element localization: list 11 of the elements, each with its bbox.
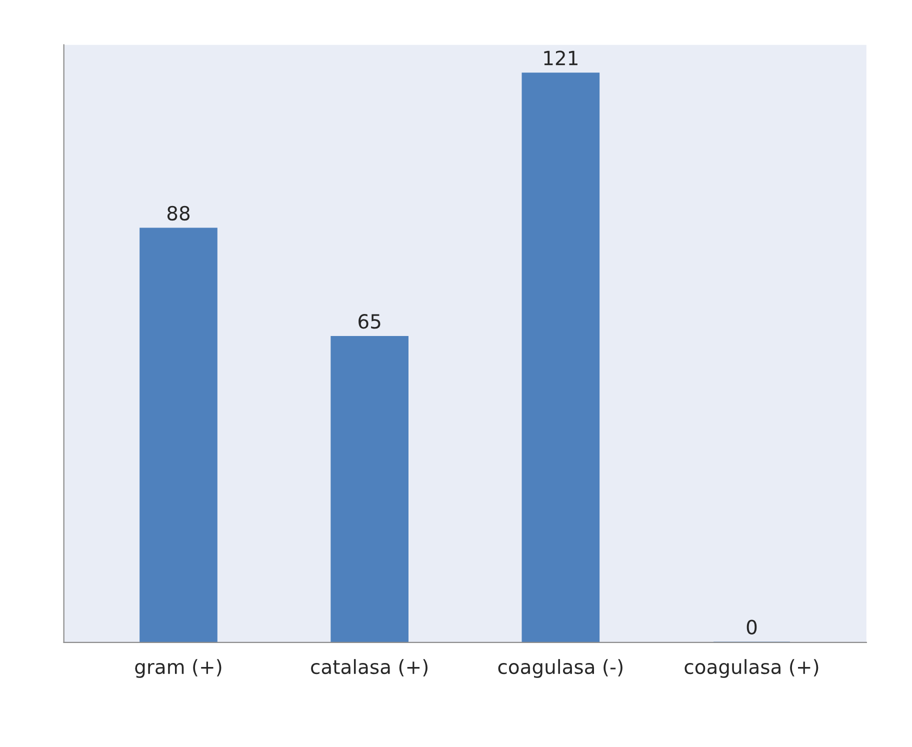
data-label: 121 bbox=[544, 50, 578, 66]
x-tick-label: coagulasa (-) bbox=[498, 659, 622, 678]
bar bbox=[522, 72, 600, 642]
x-tick-label: coagulasa (+) bbox=[684, 659, 818, 678]
x-tick-label: catalasa (+) bbox=[311, 659, 428, 676]
bar bbox=[140, 228, 218, 642]
data-label: 0 bbox=[746, 620, 757, 634]
data-label: 88 bbox=[167, 206, 190, 221]
data-label: 65 bbox=[358, 314, 380, 329]
x-tick-label: gram (+) bbox=[135, 659, 222, 678]
bar bbox=[330, 336, 408, 642]
